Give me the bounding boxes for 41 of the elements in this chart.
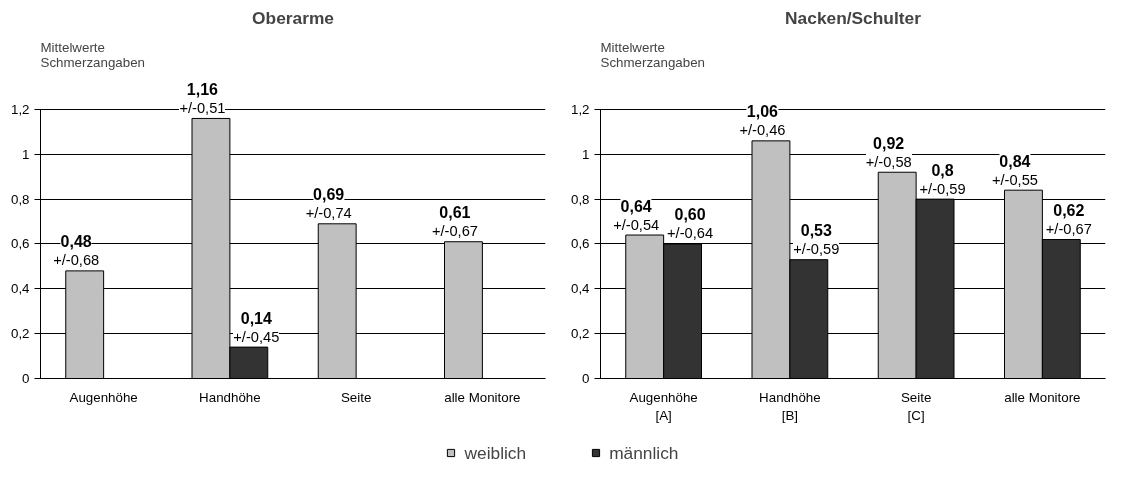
data-label: 0,14 +/-0,45 — [233, 309, 280, 345]
data-label: 0,48 +/-0,68 — [53, 233, 100, 269]
x-tick-label: Handhöhe [B] — [759, 389, 821, 423]
y-tick-label: 0,6 — [570, 236, 590, 252]
x-tick-label: alle Monitore — [444, 389, 521, 405]
chart-title: Nacken/Schulter — [785, 7, 922, 28]
data-label: 0,53 +/-0,59 — [793, 222, 840, 258]
y-axis-title: Mittelwerte Schmerzangaben — [600, 39, 705, 70]
y-tick-label: 0,4 — [10, 281, 31, 297]
x-tick-label: alle Monitore — [1004, 389, 1081, 405]
legend-label: männlich — [609, 442, 679, 463]
y-tick-label: 0,4 — [570, 281, 591, 297]
x-tick-label: Seite [C] — [900, 389, 932, 423]
legend-label: weiblich — [464, 442, 527, 463]
data-label: 0,84 +/-0,55 — [991, 152, 1038, 188]
y-tick-label: 0,8 — [10, 191, 30, 207]
y-tick-label: 1 — [582, 146, 590, 162]
y-axis-title: Mittelwerte Schmerzangaben — [40, 39, 145, 70]
chart-title: Oberarme — [252, 7, 335, 28]
y-tick-label: 1 — [22, 146, 30, 162]
x-tick-label: Augenhöhe — [69, 389, 138, 405]
y-tick-label: 0,2 — [570, 326, 590, 342]
x-tick-label: Augenhöhe [A] — [629, 389, 698, 423]
y-tick-label: 0 — [582, 371, 590, 386]
data-label: 1,16 +/-0,51 — [179, 80, 226, 116]
data-label: 1,06 +/-0,46 — [739, 103, 786, 139]
y-tick-label: 0,2 — [10, 326, 30, 342]
data-label: 0,8 +/-0,59 — [919, 161, 966, 197]
y-tick-label: 1,2 — [10, 101, 30, 117]
y-tick-label: 1,2 — [570, 101, 590, 117]
data-label: 0,69 +/-0,74 — [305, 186, 352, 222]
x-tick-label: Handhöhe — [199, 389, 261, 405]
data-label: 0,61 +/-0,67 — [431, 204, 478, 240]
x-tick-label: Seite — [340, 389, 372, 405]
data-label: 0,92 +/-0,58 — [865, 134, 912, 170]
y-tick-label: 0,8 — [570, 191, 590, 207]
data-label: 0,60 +/-0,64 — [667, 206, 714, 242]
data-label: 0,62 +/-0,67 — [1045, 202, 1092, 237]
data-label: 0,64 +/-0,54 — [613, 197, 660, 233]
y-tick-label: 0,6 — [10, 236, 30, 252]
y-tick-label: 0 — [22, 371, 30, 386]
